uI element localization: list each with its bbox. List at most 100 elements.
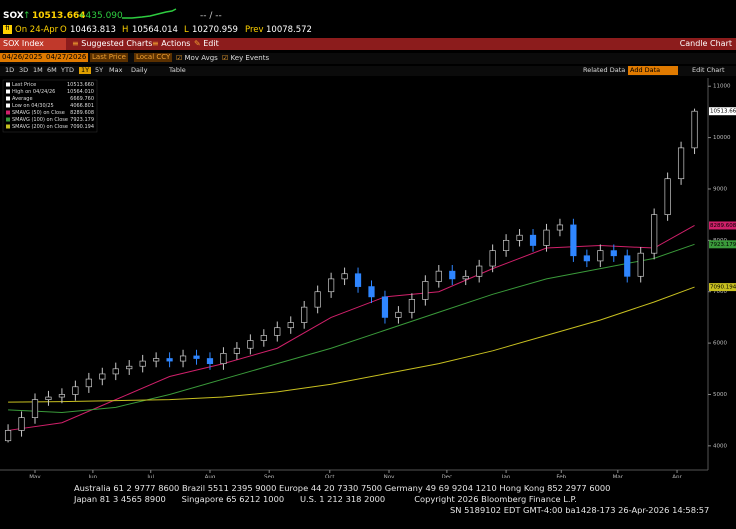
y-tick-label: 7000 <box>713 289 727 295</box>
checkbox[interactable]: ☑ Mov Avgs <box>176 55 218 62</box>
menu-item[interactable]: ✎ Edit <box>194 40 219 48</box>
table-button[interactable]: Table <box>169 66 186 74</box>
legend-value: 7923.179 <box>70 117 94 123</box>
icon: ✎ <box>194 39 204 48</box>
candle-body <box>476 265 483 277</box>
candle-body <box>691 110 698 149</box>
security-box[interactable] <box>0 38 66 50</box>
ma-marker-box <box>709 221 736 230</box>
period-button[interactable]: Max <box>109 66 123 74</box>
security[interactable]: SOX Index <box>3 39 44 48</box>
option[interactable]: Key Events <box>230 54 270 62</box>
period-bar: 1D 3D 1M 6M YTD 1Y 5Y Max Daily Table Related Data… <box>0 66 736 76</box>
legend-swatch <box>6 103 10 108</box>
legend-swatch <box>6 117 10 122</box>
menu-item[interactable]: ≡ Suggested Charts <box>72 40 152 48</box>
arrow: ↑ <box>23 11 31 21</box>
candle-body <box>220 353 227 365</box>
candle-body <box>153 358 160 362</box>
candle-body <box>341 273 348 280</box>
prev: 10078.572 <box>266 25 312 35</box>
add-data[interactable]: Add Data <box>628 66 678 75</box>
ma-marker-box <box>709 283 736 292</box>
currency-select[interactable]: Local CCY <box>134 53 173 62</box>
icon: ≡ <box>152 39 162 48</box>
field-select[interactable]: Last Price <box>90 53 128 62</box>
related-data[interactable]: Related Data <box>583 66 626 74</box>
legend-value: 10564.010 <box>67 89 94 95</box>
menu-text[interactable]: Actions <box>161 39 191 48</box>
x-tick-label: Feb <box>556 475 566 479</box>
candle-body <box>516 234 523 241</box>
y-tick-label: 6000 <box>713 341 727 347</box>
legend-swatch <box>6 124 10 129</box>
candle-body <box>260 335 267 341</box>
x-tick-label: Jan <box>501 475 511 479</box>
x-tick-label: Jun <box>88 475 98 479</box>
last-price-marker: 10513.660 <box>710 109 736 115</box>
legend-name: SMAVG (100) on Close <box>12 117 68 123</box>
candle-body <box>247 340 254 349</box>
legend: Last Price 10513.660 High on 04/24/26 10564… <box>2 79 98 133</box>
sparkline <box>122 8 177 19</box>
candle-body <box>543 229 550 246</box>
y-tick-label: 5000 <box>713 392 727 398</box>
date: On 24-Apr <box>15 25 59 35</box>
period-button[interactable]: 1Y <box>79 66 92 74</box>
y-tick-label: 9000 <box>713 186 727 192</box>
x-tick-label: Mar <box>613 475 624 479</box>
candle-body <box>85 378 92 388</box>
legend-name: SMAVG (50) on Close <box>12 110 65 116</box>
low-label: L <box>184 25 189 35</box>
option[interactable]: Mov Avgs <box>184 54 218 62</box>
toolbar: 04/26/2025 04/27/2026 Last Price Local C… <box>0 53 736 64</box>
last-price-marker-box <box>709 107 736 116</box>
menu-text[interactable]: Suggested Charts <box>81 39 153 48</box>
start-date[interactable]: 04/26/2025 <box>0 53 45 62</box>
period-button[interactable]: 3D <box>19 66 29 74</box>
last-price: 10513.664 <box>32 11 86 21</box>
legend-name: Low on 04/30/25 <box>12 103 54 109</box>
ma-marker-box <box>709 240 736 249</box>
legend-name: SMAVG (200) on Close <box>12 124 68 130</box>
checkbox[interactable]: ☑ Key Events <box>222 55 269 62</box>
y-tick-label: 10000 <box>713 135 731 141</box>
y-tick-label: 11000 <box>713 84 731 90</box>
candle-body <box>179 355 187 362</box>
high-label: H <box>122 25 129 35</box>
fi-icon: fi <box>3 25 12 34</box>
candle-body <box>193 355 200 359</box>
frequency[interactable]: Daily <box>131 66 148 74</box>
bid-ask: -- / -- <box>200 11 222 21</box>
period-button[interactable]: 1D <box>5 66 15 74</box>
legend-swatch <box>6 82 10 87</box>
candle-body <box>502 239 510 251</box>
end-date[interactable]: 04/27/2026 <box>44 53 89 62</box>
candle-body <box>58 394 66 398</box>
edit-chart[interactable]: Edit Chart <box>692 66 725 74</box>
legend-value: 6669.760 <box>70 96 94 102</box>
prev-label: Prev <box>245 25 264 35</box>
open: 10463.813 <box>70 25 116 35</box>
period-button[interactable]: YTD <box>61 66 74 74</box>
candle-body <box>408 299 415 313</box>
candle-body <box>422 281 429 300</box>
footer-line: SN 5189102 EDT GMT-4:00 ba1428-173 26-Ap… <box>450 505 710 515</box>
candle-body <box>597 250 604 262</box>
chart: 4000500060007000800090001000011000MayJun… <box>0 78 736 478</box>
candle-body <box>381 296 389 318</box>
candle-body <box>610 250 617 257</box>
period-button[interactable]: 1M <box>33 66 43 74</box>
menu-item[interactable]: ≡ Actions <box>152 40 190 48</box>
candle-body <box>301 306 308 323</box>
period-button[interactable]: 6M <box>47 66 57 74</box>
candle-body <box>126 365 133 370</box>
candle-body <box>489 250 496 267</box>
x-tick-label: Nov <box>384 475 395 479</box>
ma-marker: 8289.608 <box>710 223 736 229</box>
menu-text[interactable]: Edit <box>203 39 219 48</box>
candle-body <box>354 273 362 287</box>
period-button[interactable]: 5Y <box>95 66 104 74</box>
candle-body <box>31 399 39 418</box>
